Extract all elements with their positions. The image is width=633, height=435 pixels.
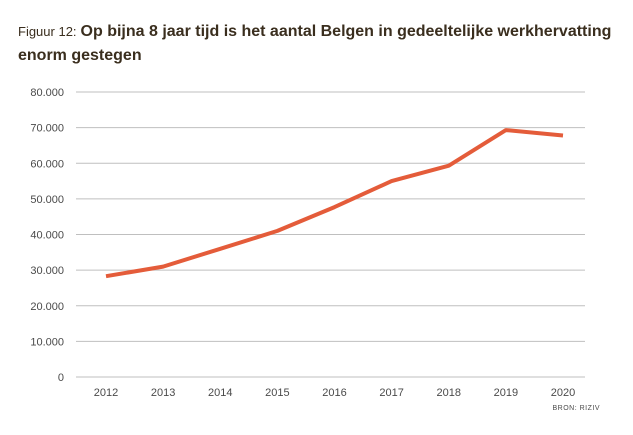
- x-tick-label: 2015: [265, 387, 289, 399]
- y-tick-label: 80.000: [30, 87, 64, 99]
- y-tick-label: 40.000: [30, 230, 64, 242]
- y-axis: 0 10.000 20.000 30.000 40.000 50.000 60.000 70.…: [30, 87, 64, 384]
- y-tick-label: 50.000: [30, 194, 64, 206]
- x-tick-label: 2016: [322, 387, 346, 399]
- x-tick-label: 2018: [437, 387, 461, 399]
- source-note: BRON: RIZIV: [552, 405, 600, 412]
- x-tick-label: 2012: [94, 387, 118, 399]
- x-tick-label: 2017: [379, 387, 403, 399]
- title-text: Op bijna 8 jaar tijd is het aantal Belge…: [18, 23, 612, 64]
- chart-title: Figuur 12: Op bijna 8 jaar tijd is het aa…: [18, 20, 618, 68]
- y-tick-label: 0: [58, 372, 64, 384]
- x-axis: 2012 2013 2014 2015 2016 2017 2018 2019 2020: [94, 387, 575, 399]
- figure-number: Figuur 12:: [18, 24, 77, 39]
- y-tick-label: 20.000: [30, 301, 64, 313]
- x-tick-label: 2014: [208, 387, 232, 399]
- x-tick-label: 2020: [551, 387, 575, 399]
- y-tick-label: 60.000: [30, 158, 64, 170]
- gridlines: [76, 91, 585, 378]
- series: [105, 128, 564, 279]
- series-line: [105, 128, 564, 279]
- y-tick-label: 70.000: [30, 123, 64, 135]
- x-tick-label: 2019: [494, 387, 518, 399]
- y-tick-label: 30.000: [30, 265, 64, 277]
- x-tick-label: 2013: [151, 387, 175, 399]
- y-tick-label: 10.000: [30, 336, 64, 348]
